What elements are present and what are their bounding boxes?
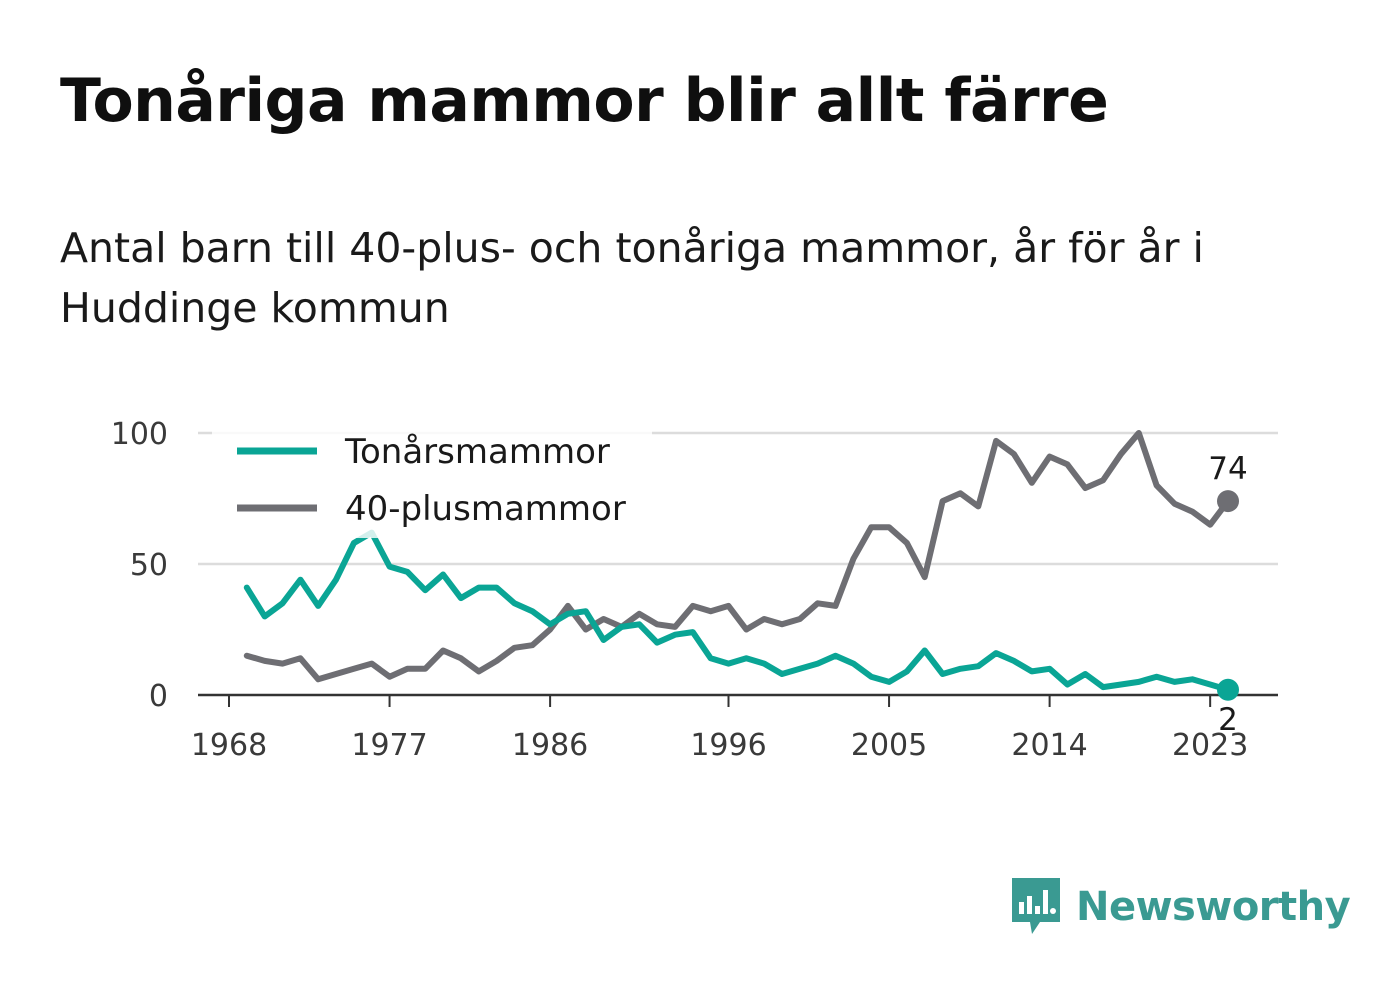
y-tick-label: 0 <box>149 679 168 714</box>
series-lines <box>243 430 1231 693</box>
newsworthy-logo-icon <box>1012 878 1060 934</box>
end-label-1: 74 <box>1208 451 1247 487</box>
end-point-1 <box>1217 490 1239 513</box>
end-points: 2 74 <box>1208 451 1247 738</box>
chart-subtitle: Antal barn till 40-plus- och tonåriga ma… <box>60 224 1204 332</box>
y-tick-label: 50 <box>130 548 168 583</box>
legend-label-1: 40-plusmammor <box>345 489 626 529</box>
y-axis: 0 50 100 <box>111 417 1278 714</box>
legend-background <box>212 428 652 538</box>
x-tick-label: 1986 <box>512 728 588 763</box>
series-line-0 <box>243 529 1231 693</box>
x-tick-label: 2005 <box>851 728 927 763</box>
end-point-0 <box>1217 678 1239 701</box>
end-label-0: 2 <box>1218 702 1238 738</box>
x-tick-label: 1977 <box>351 728 427 763</box>
x-tick-label: 1968 <box>191 728 267 763</box>
legend-label-0: Tonårsmammor <box>344 432 610 472</box>
brand-logo: Newsworthy <box>1010 876 1351 938</box>
x-tick-label: 2014 <box>1011 728 1087 763</box>
x-tick-label: 1996 <box>690 728 766 763</box>
series-line-1 <box>243 430 1231 683</box>
brand-name: Newsworthy <box>1076 884 1351 930</box>
y-tick-label: 100 <box>111 417 168 452</box>
chart-title: Tonåriga mammor blir allt färre <box>60 66 1109 136</box>
x-tick-label: 2023 <box>1172 728 1248 763</box>
legend: Tonårsmammor 40-plusmammor <box>212 428 652 538</box>
x-axis: 1968 1977 1986 1996 2005 2014 2023 <box>191 695 1248 763</box>
